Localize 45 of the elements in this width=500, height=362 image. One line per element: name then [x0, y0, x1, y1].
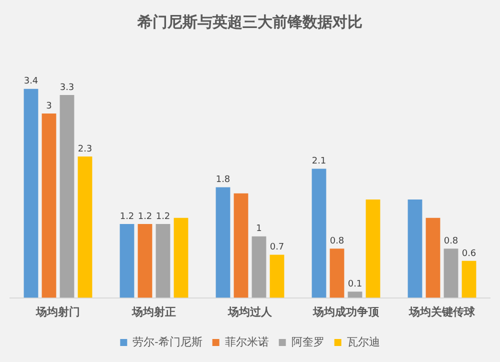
data-label: 1	[256, 224, 262, 234]
data-label: 0.1	[348, 280, 362, 290]
data-label: 3.3	[60, 82, 74, 93]
bar	[270, 254, 284, 298]
legend-label: 阿奎罗	[291, 336, 324, 349]
data-label: 1.8	[216, 175, 230, 186]
bar	[330, 248, 344, 298]
legend-label: 菲尔米诺	[224, 336, 269, 349]
bar	[78, 156, 92, 298]
data-label: 0.6	[462, 248, 476, 259]
bar	[408, 199, 422, 298]
data-label: 3.4	[24, 76, 38, 87]
bar	[426, 218, 440, 298]
bar	[216, 187, 230, 298]
chart-title: 希门尼斯与英超三大前锋数据对比	[136, 13, 362, 32]
bar	[174, 218, 188, 298]
bar	[312, 168, 326, 298]
data-label: 2.1	[312, 156, 326, 167]
bar	[24, 88, 38, 298]
bar	[156, 224, 170, 298]
data-label: 0.8	[444, 236, 458, 246]
bar	[138, 224, 152, 298]
bar	[348, 292, 362, 298]
bar	[462, 260, 476, 298]
bar	[252, 236, 266, 298]
data-label: 0.8	[330, 236, 344, 246]
bar	[444, 248, 458, 298]
data-label: 0.7	[270, 242, 284, 253]
x-tick-label: 场均射门	[35, 305, 80, 318]
bar	[42, 113, 56, 298]
bar	[60, 95, 74, 298]
legend-label: 瓦尔迪	[346, 336, 380, 349]
data-label: 1.2	[120, 212, 134, 222]
data-label: 1.2	[156, 212, 170, 222]
bar	[120, 224, 134, 298]
bar	[234, 193, 248, 298]
x-tick-label: 场均成功争顶	[312, 305, 380, 318]
x-tick-label: 场均过人	[227, 305, 273, 318]
data-label: 3	[46, 101, 52, 112]
x-tick-label: 场均关键传球	[408, 305, 476, 318]
data-label: 2.3	[78, 144, 92, 154]
data-label: 1.2	[138, 212, 152, 222]
bar	[366, 199, 380, 298]
x-tick-label: 场均射正	[131, 305, 176, 318]
legend-label: 劳尔-希门尼斯	[132, 336, 202, 349]
